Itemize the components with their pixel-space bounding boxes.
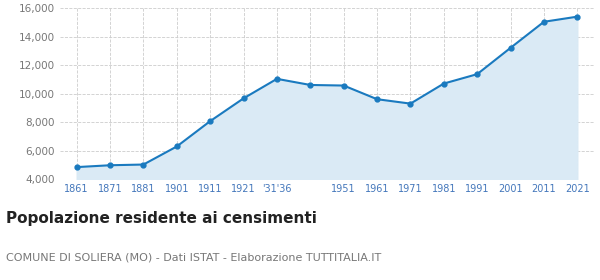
Text: COMUNE DI SOLIERA (MO) - Dati ISTAT - Elaborazione TUTTITALIA.IT: COMUNE DI SOLIERA (MO) - Dati ISTAT - El… [6, 252, 381, 262]
Text: Popolazione residente ai censimenti: Popolazione residente ai censimenti [6, 211, 317, 227]
